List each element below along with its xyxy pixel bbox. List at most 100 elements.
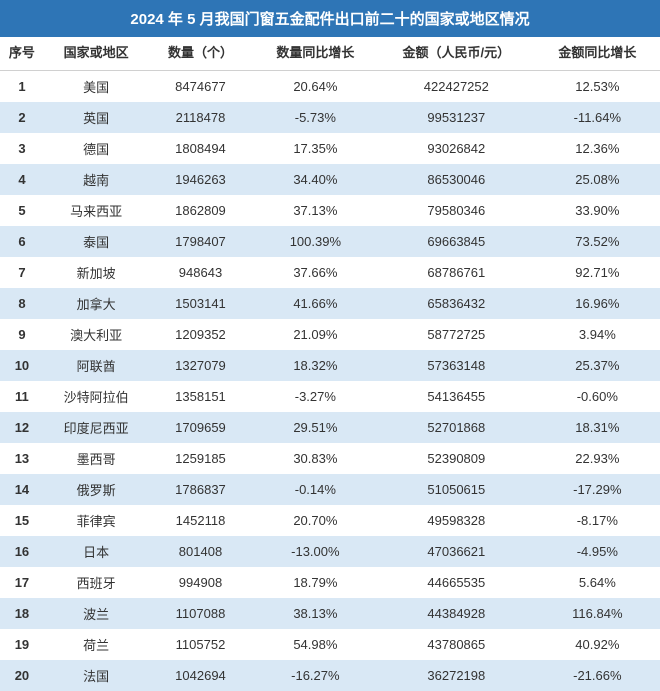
cell-amount: 93026842 bbox=[378, 133, 535, 164]
cell-amount-growth: 18.31% bbox=[535, 412, 660, 443]
cell-quantity-growth: 21.09% bbox=[253, 319, 378, 350]
cell-quantity-growth: -16.27% bbox=[253, 660, 378, 691]
cell-amount: 49598328 bbox=[378, 505, 535, 536]
cell-amount: 52701868 bbox=[378, 412, 535, 443]
cell-amount: 422427252 bbox=[378, 70, 535, 102]
cell-quantity: 1042694 bbox=[148, 660, 252, 691]
cell-quantity-growth: 41.66% bbox=[253, 288, 378, 319]
cell-rank: 9 bbox=[0, 319, 44, 350]
cell-amount: 65836432 bbox=[378, 288, 535, 319]
cell-quantity-growth: 54.98% bbox=[253, 629, 378, 660]
cell-country: 菲律宾 bbox=[44, 505, 148, 536]
cell-amount-growth: 92.71% bbox=[535, 257, 660, 288]
cell-rank: 13 bbox=[0, 443, 44, 474]
cell-quantity: 1946263 bbox=[148, 164, 252, 195]
table-row: 15菲律宾145211820.70%49598328-8.17% bbox=[0, 505, 660, 536]
cell-quantity: 1107088 bbox=[148, 598, 252, 629]
cell-amount: 54136455 bbox=[378, 381, 535, 412]
cell-country: 澳大利亚 bbox=[44, 319, 148, 350]
cell-quantity: 1709659 bbox=[148, 412, 252, 443]
cell-amount: 44384928 bbox=[378, 598, 535, 629]
cell-quantity: 1786837 bbox=[148, 474, 252, 505]
cell-country: 德国 bbox=[44, 133, 148, 164]
header-quantity: 数量（个） bbox=[148, 37, 252, 70]
cell-rank: 19 bbox=[0, 629, 44, 660]
cell-rank: 5 bbox=[0, 195, 44, 226]
cell-quantity: 1358151 bbox=[148, 381, 252, 412]
cell-quantity: 948643 bbox=[148, 257, 252, 288]
table-row: 18波兰110708838.13%44384928116.84% bbox=[0, 598, 660, 629]
cell-quantity: 1209352 bbox=[148, 319, 252, 350]
table-row: 5马来西亚186280937.13%7958034633.90% bbox=[0, 195, 660, 226]
table-row: 12印度尼西亚170965929.51%5270186818.31% bbox=[0, 412, 660, 443]
cell-quantity-growth: 30.83% bbox=[253, 443, 378, 474]
cell-amount: 58772725 bbox=[378, 319, 535, 350]
cell-amount-growth: -21.66% bbox=[535, 660, 660, 691]
cell-amount-growth: 5.64% bbox=[535, 567, 660, 598]
cell-amount: 52390809 bbox=[378, 443, 535, 474]
cell-country: 阿联酋 bbox=[44, 350, 148, 381]
export-table: 序号 国家或地区 数量（个） 数量同比增长 金额（人民币/元） 金额同比增长 1… bbox=[0, 37, 660, 691]
cell-amount-growth: -8.17% bbox=[535, 505, 660, 536]
cell-amount-growth: 33.90% bbox=[535, 195, 660, 226]
table-row: 1美国847467720.64%42242725212.53% bbox=[0, 70, 660, 102]
cell-country: 马来西亚 bbox=[44, 195, 148, 226]
cell-quantity: 1808494 bbox=[148, 133, 252, 164]
cell-country: 荷兰 bbox=[44, 629, 148, 660]
cell-country: 日本 bbox=[44, 536, 148, 567]
cell-quantity-growth: 38.13% bbox=[253, 598, 378, 629]
table-row: 7新加坡94864337.66%6878676192.71% bbox=[0, 257, 660, 288]
table-row: 19荷兰110575254.98%4378086540.92% bbox=[0, 629, 660, 660]
table-title: 2024 年 5 月我国门窗五金配件出口前二十的国家或地区情况 bbox=[0, 0, 660, 37]
cell-quantity: 1452118 bbox=[148, 505, 252, 536]
cell-quantity-growth: 37.66% bbox=[253, 257, 378, 288]
cell-amount-growth: 25.37% bbox=[535, 350, 660, 381]
cell-quantity-growth: -0.14% bbox=[253, 474, 378, 505]
cell-quantity: 1798407 bbox=[148, 226, 252, 257]
cell-country: 加拿大 bbox=[44, 288, 148, 319]
cell-country: 新加坡 bbox=[44, 257, 148, 288]
table-row: 14俄罗斯1786837-0.14%51050615-17.29% bbox=[0, 474, 660, 505]
cell-country: 墨西哥 bbox=[44, 443, 148, 474]
cell-quantity-growth: 34.40% bbox=[253, 164, 378, 195]
table-header: 序号 国家或地区 数量（个） 数量同比增长 金额（人民币/元） 金额同比增长 bbox=[0, 37, 660, 70]
cell-quantity-growth: -3.27% bbox=[253, 381, 378, 412]
cell-rank: 17 bbox=[0, 567, 44, 598]
cell-amount-growth: 40.92% bbox=[535, 629, 660, 660]
table-row: 9澳大利亚120935221.09%587727253.94% bbox=[0, 319, 660, 350]
cell-quantity: 1327079 bbox=[148, 350, 252, 381]
cell-amount-growth: 12.36% bbox=[535, 133, 660, 164]
cell-quantity-growth: 100.39% bbox=[253, 226, 378, 257]
cell-quantity: 8474677 bbox=[148, 70, 252, 102]
cell-quantity: 2118478 bbox=[148, 102, 252, 133]
cell-quantity-growth: 20.64% bbox=[253, 70, 378, 102]
cell-quantity-growth: -5.73% bbox=[253, 102, 378, 133]
cell-rank: 14 bbox=[0, 474, 44, 505]
cell-country: 泰国 bbox=[44, 226, 148, 257]
cell-country: 沙特阿拉伯 bbox=[44, 381, 148, 412]
cell-quantity-growth: 20.70% bbox=[253, 505, 378, 536]
cell-amount-growth: -11.64% bbox=[535, 102, 660, 133]
cell-amount: 44665535 bbox=[378, 567, 535, 598]
header-amount: 金额（人民币/元） bbox=[378, 37, 535, 70]
cell-rank: 16 bbox=[0, 536, 44, 567]
cell-country: 美国 bbox=[44, 70, 148, 102]
cell-rank: 8 bbox=[0, 288, 44, 319]
table-row: 10阿联酋132707918.32%5736314825.37% bbox=[0, 350, 660, 381]
cell-quantity: 801408 bbox=[148, 536, 252, 567]
cell-rank: 1 bbox=[0, 70, 44, 102]
table-row: 3德国180849417.35%9302684212.36% bbox=[0, 133, 660, 164]
cell-amount-growth: -0.60% bbox=[535, 381, 660, 412]
cell-amount-growth: 73.52% bbox=[535, 226, 660, 257]
cell-rank: 11 bbox=[0, 381, 44, 412]
cell-amount-growth: -17.29% bbox=[535, 474, 660, 505]
cell-country: 波兰 bbox=[44, 598, 148, 629]
table-row: 13墨西哥125918530.83%5239080922.93% bbox=[0, 443, 660, 474]
cell-quantity-growth: -13.00% bbox=[253, 536, 378, 567]
cell-amount: 79580346 bbox=[378, 195, 535, 226]
cell-country: 英国 bbox=[44, 102, 148, 133]
cell-quantity: 1862809 bbox=[148, 195, 252, 226]
cell-rank: 2 bbox=[0, 102, 44, 133]
cell-quantity: 994908 bbox=[148, 567, 252, 598]
header-amount-growth: 金额同比增长 bbox=[535, 37, 660, 70]
